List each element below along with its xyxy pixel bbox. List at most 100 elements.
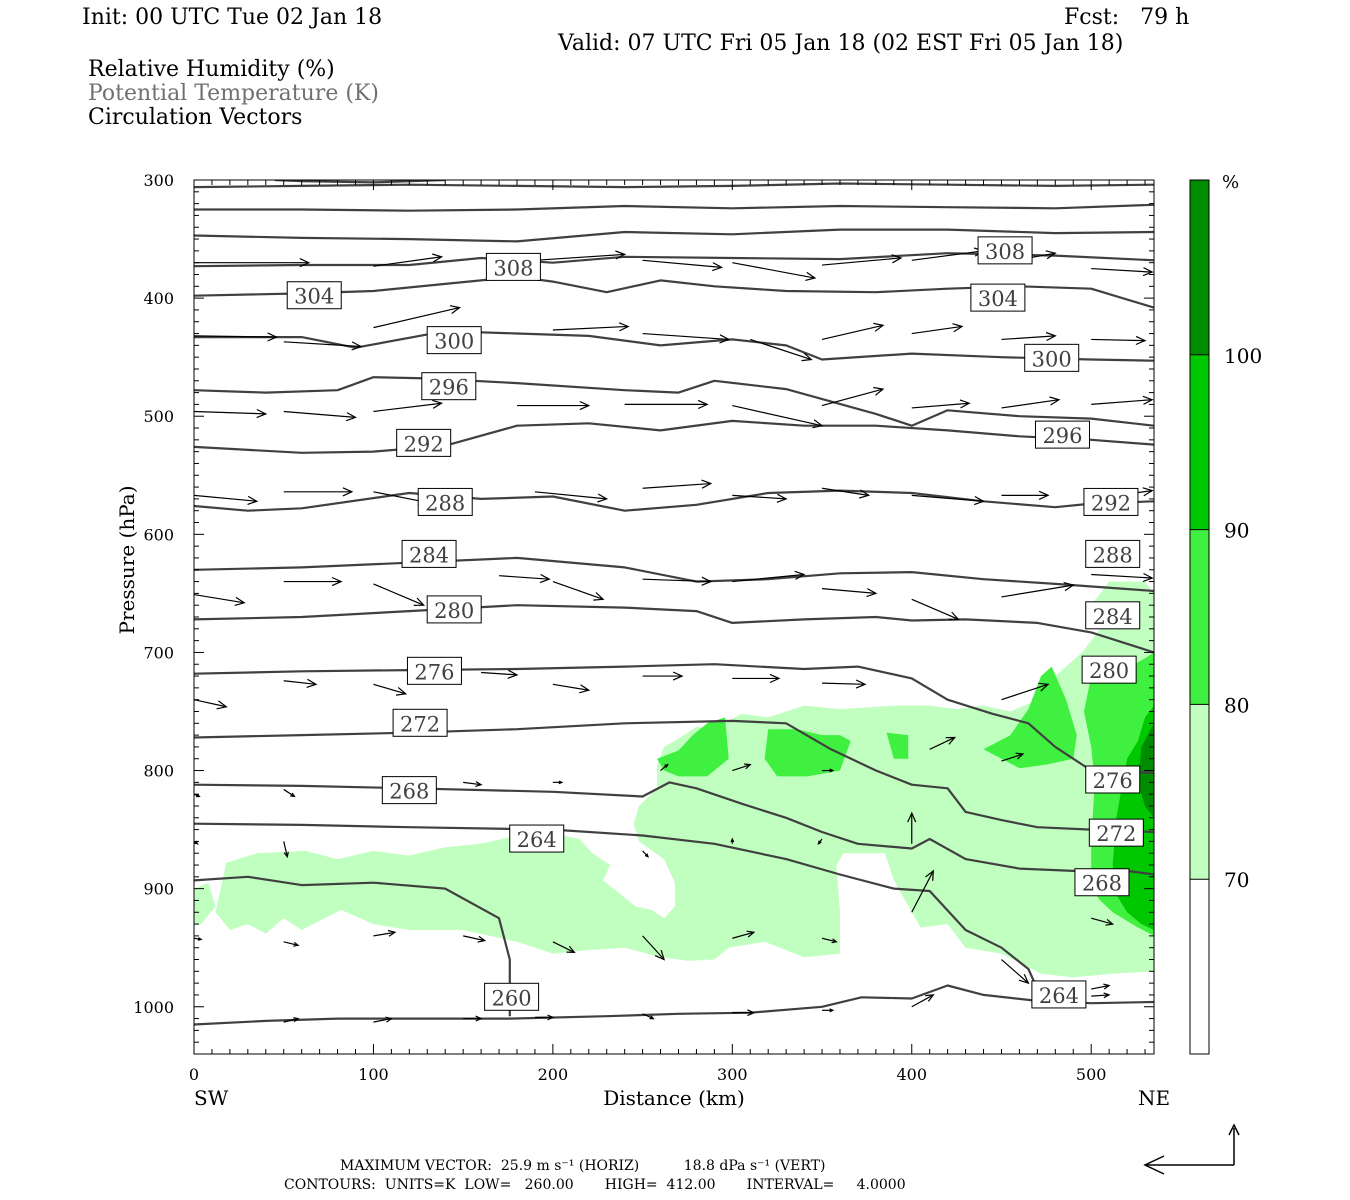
theta-label: 292 (1083, 487, 1139, 516)
y-tick-label: 500 (143, 407, 174, 426)
circulation-vector (373, 1016, 393, 1023)
vector-shaft (373, 306, 460, 329)
colorbar-bin (1190, 879, 1209, 1054)
circulation-vector (660, 763, 669, 772)
vector-shaft (373, 583, 424, 606)
circulation-vector (373, 253, 444, 267)
vector-shaft (1001, 399, 1059, 409)
vector-shaft (552, 683, 589, 691)
y-tick-label: 600 (143, 525, 174, 544)
theta-label-text: 296 (1042, 424, 1082, 448)
theta-label-text: 272 (1096, 822, 1136, 846)
vector-head (801, 352, 813, 362)
circulation-vector (821, 487, 871, 499)
field-rh-title: Relative Humidity (%) (88, 57, 335, 82)
vector-shaft (194, 699, 227, 708)
vector-head (831, 938, 838, 944)
vector-shaft (642, 259, 722, 268)
vector-shaft (911, 494, 984, 502)
vector-head (829, 1008, 835, 1013)
theta-label-text: 268 (1082, 872, 1122, 896)
vector-head (579, 400, 591, 411)
vector-shaft (732, 262, 815, 279)
circulation-vector (516, 400, 591, 411)
circulation-vector (911, 869, 934, 913)
vector-head (769, 673, 781, 684)
vector-shaft (822, 682, 866, 685)
vector-shaft (534, 491, 607, 500)
circulation-vector (1001, 959, 1030, 985)
vector-shaft (911, 402, 970, 409)
colorbar-label: 70 (1224, 868, 1249, 892)
circulation-vector (1001, 331, 1057, 342)
vector-head (477, 935, 487, 943)
theta-label-box (396, 428, 452, 457)
vector-head (267, 332, 278, 342)
theta-label-box (426, 326, 482, 355)
x-tick-label: 100 (358, 1065, 389, 1084)
theta-label-text: 280 (434, 599, 474, 623)
vector-shaft (373, 683, 406, 695)
field-theta-title: Potential Temperature (K) (88, 81, 379, 106)
vector-head (597, 493, 609, 503)
theta-label-box (1081, 655, 1137, 684)
theta-label-box (421, 372, 477, 401)
axes: 300 400 500 600 700 800 900 1000 0 100 200 300 400 50… (115, 171, 1170, 1110)
circulation-vector (732, 493, 788, 503)
vector-shaft (1001, 584, 1074, 598)
circulation-vector (463, 781, 483, 787)
theta-label: 288 (1085, 539, 1141, 568)
vector-head (558, 780, 564, 785)
circulation-vector (1001, 396, 1061, 409)
theta-label-text: 308 (493, 256, 533, 280)
circulation-vector (1091, 992, 1111, 999)
theta-label: 296 (421, 372, 477, 401)
circulation-vector (534, 1014, 555, 1021)
circulation-vector (730, 837, 735, 844)
circulation-vector (463, 1015, 483, 1022)
vector-head (1045, 250, 1057, 260)
theta-label-box (417, 487, 473, 516)
theta-label-box (1085, 539, 1141, 568)
vector-shaft (373, 402, 442, 413)
vector-head (293, 941, 300, 947)
vector-shaft (1001, 753, 1024, 762)
colorbar-label: 80 (1224, 693, 1249, 717)
vector-shaft (283, 680, 317, 685)
y-tick-label: 900 (143, 880, 174, 899)
vector-shaft (194, 410, 266, 415)
circulation-vector (194, 937, 203, 941)
circulation-vector (194, 494, 259, 505)
vector-head (959, 399, 971, 409)
theta-label: 304 (970, 283, 1026, 312)
theta-contour-260 (194, 984, 1154, 1026)
vector-head (345, 412, 357, 422)
circulation-vector (283, 841, 289, 859)
vector-head (746, 930, 756, 938)
theta-label-box (1024, 343, 1080, 372)
vector-head (385, 1016, 393, 1023)
circulation-vector (642, 850, 649, 858)
circulation-vector (911, 323, 964, 335)
vector-head (649, 1015, 655, 1020)
theta-label: 268 (381, 776, 437, 805)
vector-head (197, 937, 203, 941)
theta-label: 304 (286, 281, 342, 310)
vector-head (747, 1009, 756, 1017)
vector-head (432, 399, 444, 409)
vector-shaft (283, 410, 356, 418)
theta-contour-288 (194, 489, 1154, 512)
theta-label-box (1034, 420, 1090, 449)
vector-shaft (1091, 917, 1113, 925)
vector-head (855, 679, 867, 689)
circulation-vector (642, 1013, 655, 1020)
circulation-vector (283, 576, 343, 587)
vector-head (256, 408, 268, 419)
vector-shaft (552, 941, 575, 953)
theta-label: 284 (401, 539, 457, 568)
vector-head (618, 322, 630, 332)
vector-head (1105, 918, 1115, 926)
circulation-vector (750, 338, 813, 362)
theta-label-text: 276 (1093, 769, 1133, 793)
theta-label: 284 (1085, 601, 1141, 630)
